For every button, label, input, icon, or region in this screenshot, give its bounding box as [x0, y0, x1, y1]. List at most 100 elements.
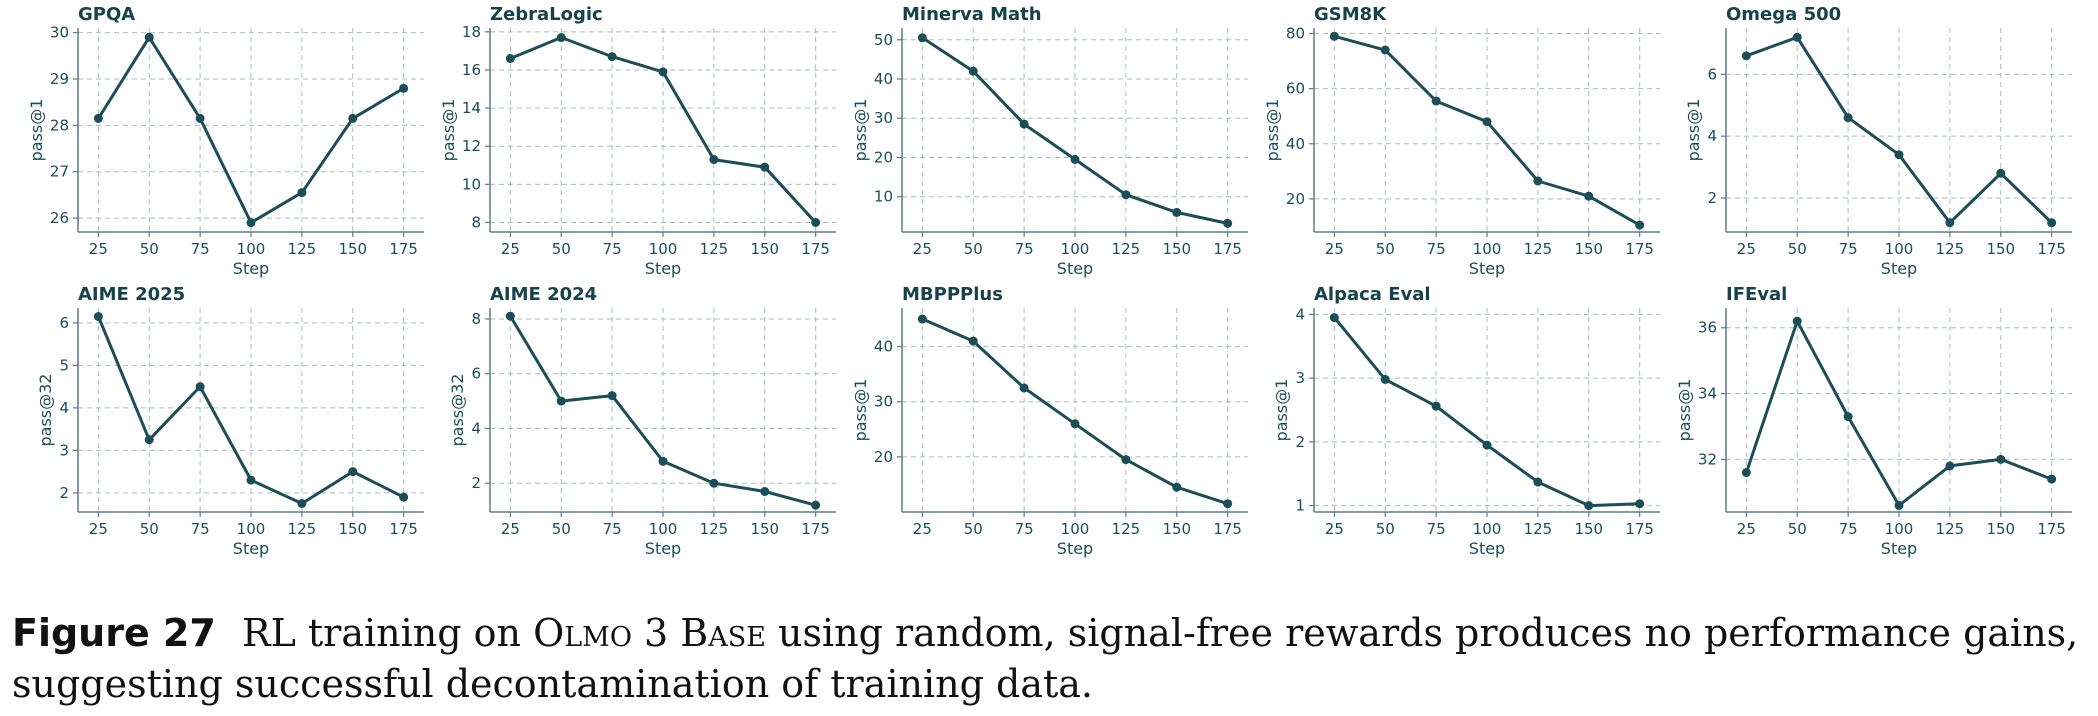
- y-axis-label: pass@1: [439, 99, 458, 162]
- data-point: [195, 382, 205, 392]
- y-tick-label: 34: [1698, 385, 1717, 403]
- data-point: [1843, 113, 1853, 123]
- x-tick-label: 75: [191, 520, 210, 538]
- data-point: [1482, 117, 1492, 127]
- x-axis-label: Step: [233, 259, 269, 278]
- y-tick-label: 6: [59, 314, 69, 332]
- y-tick-label: 12: [462, 137, 481, 155]
- y-tick-label: 10: [874, 188, 893, 206]
- data-point: [1945, 218, 1955, 228]
- x-axis-label: Step: [645, 539, 681, 558]
- chart-panel: MBPPPlus 25 50 75 100 125 150 175 20 30 40 Step pass…: [851, 284, 1248, 558]
- y-tick-label: 40: [874, 338, 893, 356]
- data-point: [1380, 374, 1390, 384]
- y-tick-label: 40: [1286, 135, 1305, 153]
- y-tick-label: 27: [50, 163, 69, 181]
- x-tick-label: 100: [237, 520, 266, 538]
- x-tick-label: 150: [1162, 520, 1191, 538]
- data-point: [1533, 176, 1543, 186]
- chart-title: MBPPPlus: [902, 284, 1003, 305]
- data-point: [297, 188, 307, 198]
- x-tick-label: 150: [750, 520, 779, 538]
- data-point: [1894, 150, 1904, 160]
- x-tick-label: 75: [603, 240, 622, 258]
- y-tick-label: 26: [50, 209, 69, 227]
- data-point: [93, 113, 103, 123]
- chart-panel: AIME 2024 25 50 75 100 125 150 175 2 4 6 8 Step pass@…: [448, 284, 836, 558]
- data-point: [1431, 401, 1441, 411]
- y-tick-label: 20: [1286, 190, 1305, 208]
- x-tick-label: 50: [1376, 240, 1395, 258]
- chart-panel: ZebraLogic 25 50 75 100 125 150 175 8 10 12 14 16 18 S…: [439, 4, 836, 278]
- data-point: [505, 54, 515, 64]
- data-point: [709, 478, 719, 488]
- x-tick-label: 125: [1112, 520, 1141, 538]
- x-tick-label: 125: [700, 520, 729, 538]
- y-tick-label: 2: [1707, 189, 1717, 207]
- caption-text-before: RL training on: [241, 611, 521, 655]
- y-tick-label: 6: [1707, 65, 1717, 83]
- y-axis-label: pass@32: [36, 374, 55, 447]
- x-tick-label: 100: [1061, 520, 1090, 538]
- x-tick-label: 75: [1839, 520, 1858, 538]
- chart-panel: AIME 2025 25 50 75 100 125 150 175 2 3 4 5 6 Step pass…: [36, 284, 424, 558]
- x-axis-label: Step: [233, 539, 269, 558]
- y-tick-label: 60: [1286, 80, 1305, 98]
- chart-panel: Minerva Math 25 50 75 100 125 150 175 10 20 30 40 50…: [851, 4, 1248, 278]
- x-tick-label: 75: [1839, 240, 1858, 258]
- data-point: [658, 456, 668, 466]
- x-tick-label: 150: [1574, 240, 1603, 258]
- x-tick-label: 100: [1885, 240, 1914, 258]
- data-point: [1945, 461, 1955, 471]
- data-point: [1019, 383, 1029, 393]
- data-point: [917, 33, 927, 43]
- x-tick-label: 175: [2037, 240, 2066, 258]
- data-point: [1996, 168, 2006, 178]
- x-tick-label: 50: [964, 240, 983, 258]
- y-tick-label: 80: [1286, 25, 1305, 43]
- data-point: [1223, 218, 1233, 228]
- x-tick-label: 25: [1737, 520, 1756, 538]
- x-tick-label: 150: [750, 240, 779, 258]
- data-point: [195, 113, 205, 123]
- x-axis-label: Step: [645, 259, 681, 278]
- y-tick-label: 3: [1295, 369, 1305, 387]
- y-tick-label: 4: [1295, 305, 1305, 323]
- x-tick-label: 175: [1213, 240, 1242, 258]
- y-tick-label: 28: [50, 116, 69, 134]
- y-tick-label: 2: [59, 484, 69, 502]
- data-point: [760, 486, 770, 496]
- x-tick-label: 125: [700, 240, 729, 258]
- x-tick-label: 25: [913, 240, 932, 258]
- caption-model-name: Olmo 3 Base: [533, 611, 766, 655]
- y-tick-label: 2: [471, 474, 481, 492]
- data-point: [1070, 419, 1080, 429]
- data-point: [2047, 474, 2057, 484]
- chart-title: Omega 500: [1726, 4, 1841, 25]
- y-tick-label: 32: [1698, 450, 1717, 468]
- x-tick-label: 150: [338, 520, 367, 538]
- data-point: [1792, 32, 1802, 42]
- chart-panel: Omega 500 25 50 75 100 125 150 175 2 4 6 Step pass@1: [1684, 4, 2072, 278]
- chart-title: GSM8K: [1314, 4, 1387, 25]
- x-tick-label: 175: [389, 240, 418, 258]
- chart-panel: GPQA 25 50 75 100 125 150 175 26 27 28 29 30 Step pass…: [27, 4, 424, 278]
- x-tick-label: 150: [338, 240, 367, 258]
- y-tick-label: 20: [874, 148, 893, 166]
- y-axis-label: pass@1: [27, 99, 46, 162]
- x-tick-label: 50: [1376, 520, 1395, 538]
- data-point: [348, 113, 358, 123]
- data-point: [1741, 51, 1751, 61]
- data-point: [917, 314, 927, 324]
- data-point: [144, 435, 154, 445]
- chart-title: IFEval: [1726, 284, 1787, 305]
- y-tick-label: 8: [471, 310, 481, 328]
- data-point: [505, 311, 515, 321]
- x-tick-label: 50: [1788, 520, 1807, 538]
- data-point: [297, 499, 307, 508]
- x-tick-label: 25: [1325, 240, 1344, 258]
- x-tick-label: 100: [649, 240, 678, 258]
- y-axis-label: pass@1: [1263, 99, 1282, 162]
- x-tick-label: 50: [552, 240, 571, 258]
